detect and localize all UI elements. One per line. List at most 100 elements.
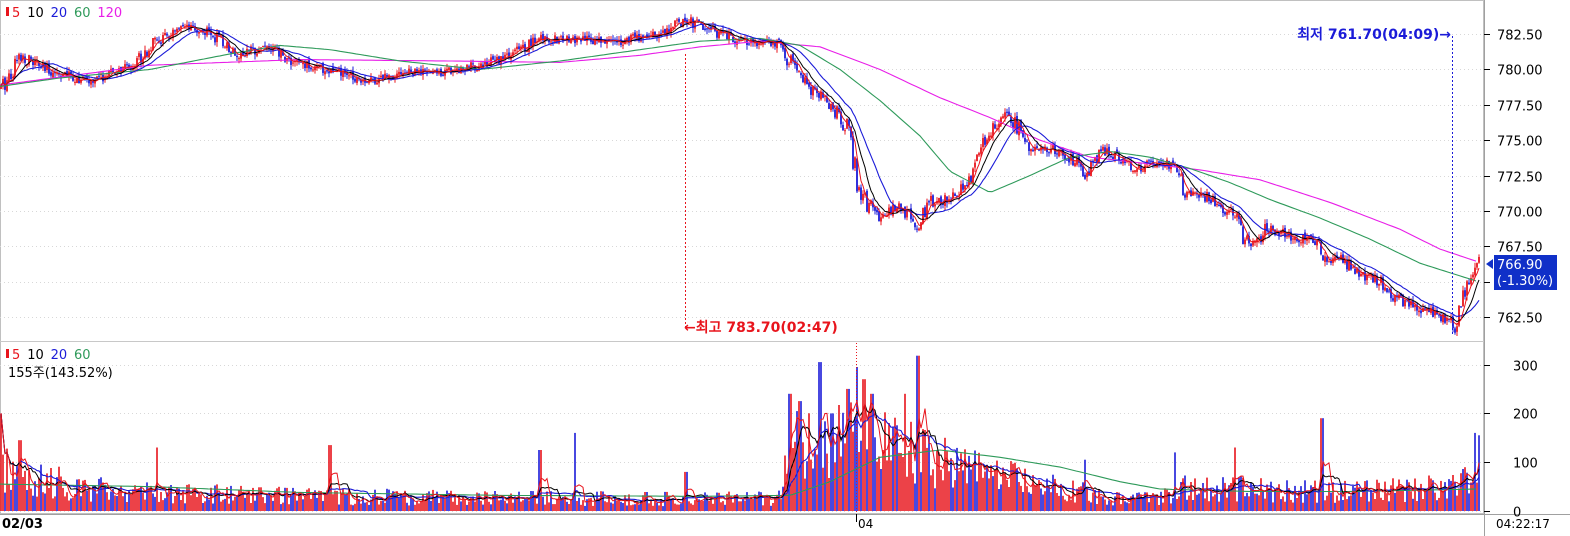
volume-bar [680,503,682,511]
volume-bar [86,490,88,511]
volume-bar [418,503,420,511]
volume-bar [256,492,258,511]
volume-bar [1084,459,1086,511]
volume-ma10-line [0,403,1480,503]
volume-bar [890,460,892,511]
legend-item-10[interactable]: 10 [27,348,44,363]
candle [54,68,56,78]
price-ma5-line [0,20,1480,326]
volume-bar [110,491,112,511]
volume-bar [520,501,522,511]
volume-bar [32,495,34,511]
volume-bar [832,413,834,511]
volume-bar [994,469,996,511]
volume-bar [732,502,734,511]
volume-bar [1420,483,1422,511]
volume-bar [132,489,134,511]
volume-bar [1328,482,1330,511]
candle [1468,279,1470,285]
candle [28,54,30,67]
volume-bar [1454,481,1456,511]
price-grid [0,34,1484,318]
volume-bar [1210,488,1212,511]
volume-bar [772,503,774,511]
volume-bar [1138,492,1140,511]
candle [1324,252,1326,267]
candle [1438,314,1440,318]
candle [1346,255,1348,272]
volume-bar [616,500,618,511]
volume-bar [338,504,340,511]
volume-bar [988,478,990,511]
volume-bar [556,498,558,511]
candle [988,132,990,142]
volume-bar [858,452,860,511]
legend-item-5[interactable]: 5 [12,6,20,21]
candle [844,128,846,135]
candle [952,188,954,202]
candle [150,46,152,52]
candle [802,72,804,84]
volume-bar [360,503,362,511]
volume-bar [1252,486,1254,511]
legend-item-10[interactable]: 10 [27,6,44,21]
volume-bar [146,482,148,511]
volume-bar [482,504,484,511]
legend-item-60[interactable]: 60 [74,348,91,363]
volume-bar [668,495,670,511]
volume-bar [600,491,602,511]
candle [976,154,978,162]
current-price-pointer-icon [1486,259,1493,269]
volume-bar [1390,485,1392,511]
volume-bar [584,505,586,511]
volume-legend[interactable]: 5 10 20 60 [6,348,91,363]
volume-bar [20,440,22,511]
volume-bar [1172,497,1174,511]
volume-bar [1410,491,1412,511]
volume-bar [1236,501,1238,511]
volume-bar [1000,484,1002,511]
volume-bar [714,499,716,511]
volume-bar [38,477,40,511]
volume-bar [78,479,80,511]
volume-bar [1364,481,1366,511]
volume-bar [306,489,308,511]
volume-bar [1034,485,1036,511]
legend-item-20[interactable]: 20 [51,6,68,21]
volume-bar [88,489,90,511]
legend-item-5[interactable]: 5 [12,348,20,363]
volume-bar [710,497,712,511]
volume-bar [1356,481,1358,511]
candle [1022,130,1024,139]
volume-bar [246,493,248,511]
price-legend[interactable]: 5 10 20 60 120 [6,6,122,21]
volume-bar [380,500,382,511]
volume-bar [900,453,902,511]
volume-bar [488,501,490,511]
current-price-tag[interactable]: 766.90 (-1.30%) [1486,255,1557,290]
candle [50,70,52,78]
volume-bar [1166,489,1168,511]
volume-bar [604,501,606,511]
volume-bar [374,489,376,511]
volume-bar [478,493,480,511]
legend-item-120[interactable]: 120 [97,6,122,21]
volume-bar [1336,495,1338,511]
volume-bar [948,471,950,511]
volume-bar [1306,494,1308,511]
volume-bar [836,434,838,511]
legend-item-20[interactable]: 20 [51,348,68,363]
volume-bar [756,497,758,511]
volume-bar [8,484,10,511]
volume-bar [378,504,380,511]
volume-bar [1216,485,1218,511]
candle [1366,272,1368,285]
volume-bar [1220,493,1222,511]
candle [916,225,918,233]
candle [224,45,226,49]
volume-bar [566,501,568,511]
legend-item-60[interactable]: 60 [74,6,91,21]
candle [786,57,788,71]
volume-bar [742,498,744,511]
